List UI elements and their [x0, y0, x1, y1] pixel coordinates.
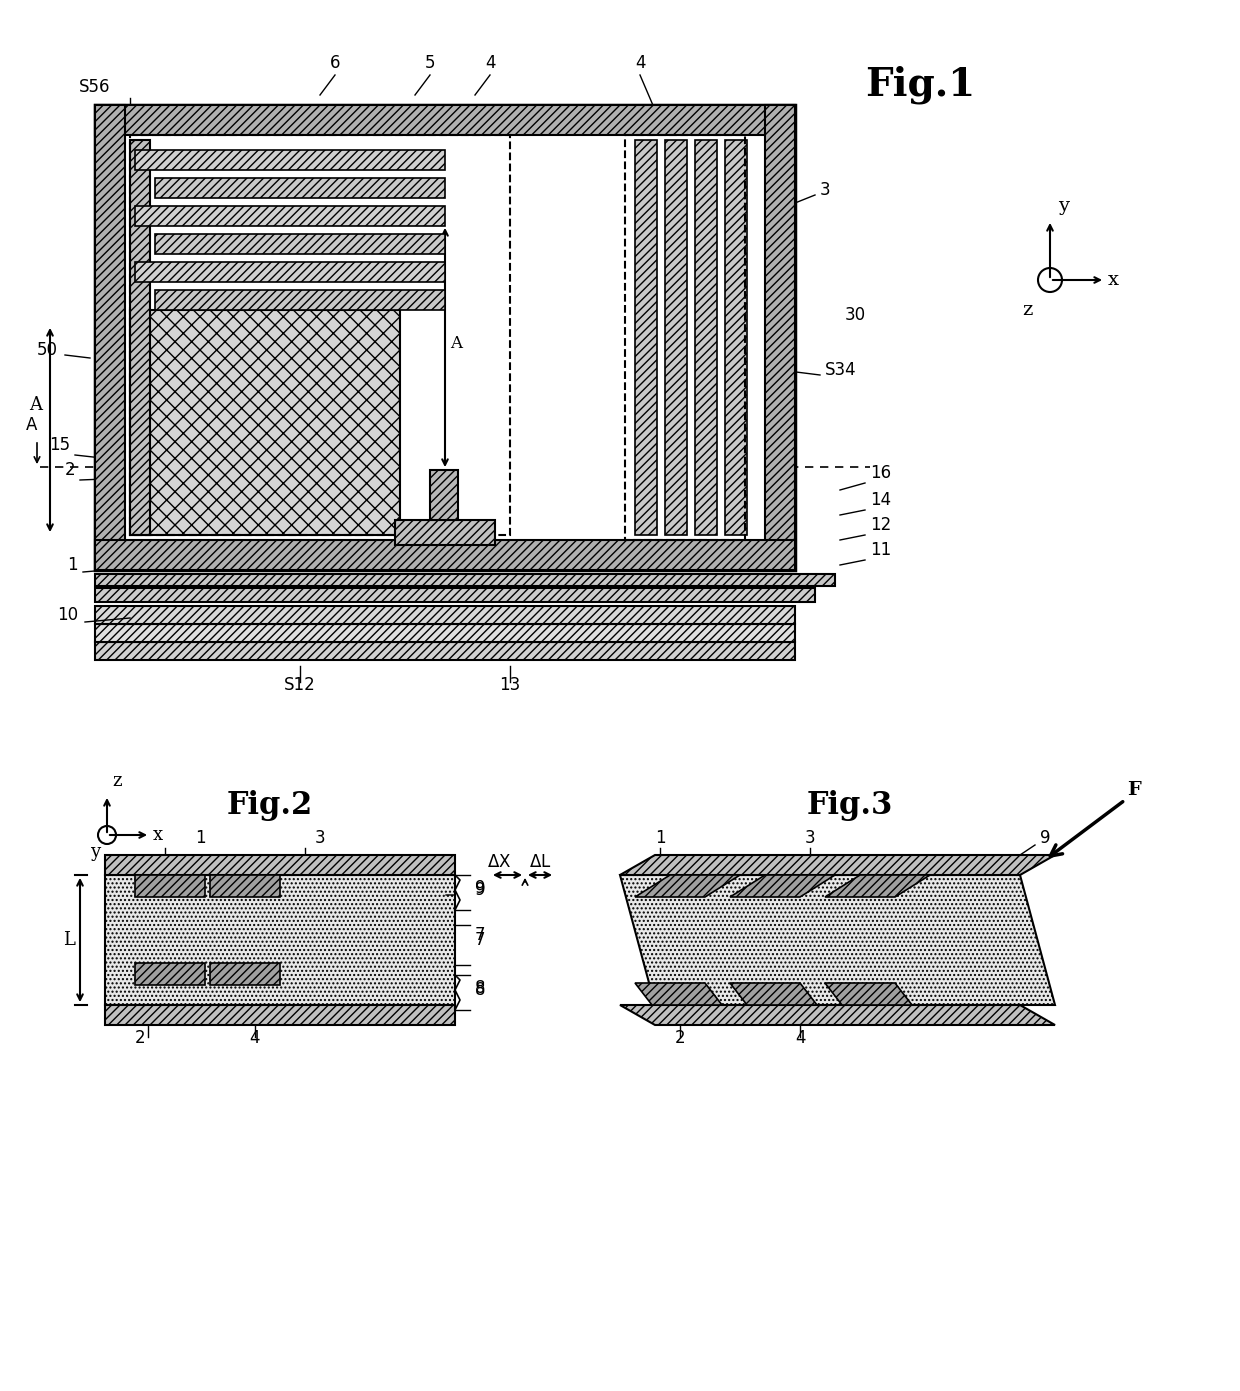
Text: 14: 14	[870, 491, 892, 509]
Text: L: L	[63, 931, 74, 949]
Bar	[95, 104, 125, 570]
Bar	[135, 150, 445, 170]
Polygon shape	[620, 875, 1055, 1006]
Text: 4: 4	[795, 1029, 805, 1047]
Text: A: A	[26, 416, 37, 434]
Bar	[694, 140, 717, 536]
Bar	[95, 625, 795, 643]
Polygon shape	[635, 983, 722, 1006]
Text: 7: 7	[475, 926, 486, 944]
Bar	[135, 963, 205, 985]
Text: Fig.3: Fig.3	[807, 790, 893, 821]
Bar	[725, 140, 746, 536]
Text: $\Delta$X: $\Delta$X	[487, 853, 511, 871]
Text: 50: 50	[37, 341, 58, 359]
Text: 12: 12	[870, 516, 892, 534]
Bar	[130, 140, 150, 536]
Text: 13: 13	[500, 676, 521, 694]
Text: x: x	[153, 826, 164, 844]
Text: $\Delta$L: $\Delta$L	[528, 853, 552, 871]
Text: 5: 5	[425, 54, 435, 72]
Bar	[105, 855, 455, 875]
Bar	[130, 135, 510, 536]
Bar	[105, 1006, 455, 1025]
Bar	[155, 289, 445, 310]
Bar	[135, 262, 445, 282]
Bar	[155, 178, 445, 198]
Polygon shape	[825, 983, 911, 1006]
Text: 9: 9	[1040, 829, 1050, 847]
Text: 3: 3	[805, 829, 816, 847]
Text: 9: 9	[475, 879, 486, 897]
Text: 11: 11	[870, 541, 892, 559]
Polygon shape	[635, 875, 740, 897]
Bar	[625, 135, 745, 540]
Bar	[396, 520, 495, 545]
Text: Fig.2: Fig.2	[227, 790, 314, 821]
Bar	[210, 875, 280, 897]
Text: A: A	[29, 396, 42, 415]
Bar	[105, 875, 455, 1006]
Bar	[665, 140, 687, 536]
Text: 3: 3	[315, 829, 325, 847]
Text: 2: 2	[135, 1029, 145, 1047]
Text: S56: S56	[79, 78, 110, 96]
Bar	[135, 875, 205, 897]
Text: F: F	[1127, 780, 1141, 798]
Text: 2: 2	[675, 1029, 686, 1047]
Text: 15: 15	[48, 435, 69, 453]
Text: y: y	[91, 843, 100, 861]
Text: 4: 4	[635, 54, 645, 72]
Text: 4: 4	[485, 54, 495, 72]
Bar	[135, 206, 445, 225]
Text: S34: S34	[825, 362, 857, 378]
Text: 1: 1	[655, 829, 666, 847]
Text: 16: 16	[870, 465, 892, 483]
Text: 4: 4	[249, 1029, 260, 1047]
Text: 2: 2	[64, 460, 74, 479]
Text: 10: 10	[57, 606, 78, 625]
Text: 1: 1	[67, 556, 78, 574]
Text: 9: 9	[475, 881, 486, 899]
Polygon shape	[730, 983, 817, 1006]
Text: 3: 3	[820, 181, 831, 199]
Bar	[95, 606, 795, 625]
Text: z: z	[1022, 300, 1033, 319]
Text: 8: 8	[475, 981, 486, 999]
Bar	[95, 588, 815, 602]
Text: x: x	[1109, 271, 1118, 289]
Text: 6: 6	[330, 54, 340, 72]
Polygon shape	[620, 1006, 1055, 1025]
Bar	[765, 104, 795, 570]
Bar	[95, 104, 795, 135]
Text: 1: 1	[195, 829, 206, 847]
Text: 8: 8	[475, 979, 486, 997]
Text: 7: 7	[475, 931, 486, 949]
Bar	[95, 574, 835, 586]
Polygon shape	[730, 875, 835, 897]
Text: S12: S12	[284, 676, 316, 694]
Bar	[130, 310, 401, 536]
Text: y: y	[1058, 198, 1069, 216]
Text: z: z	[112, 772, 122, 790]
Bar	[95, 643, 795, 659]
Polygon shape	[825, 875, 930, 897]
Bar	[430, 470, 458, 520]
Bar	[155, 234, 445, 255]
Bar	[210, 963, 280, 985]
Text: Fig.1: Fig.1	[864, 65, 975, 103]
Bar	[635, 140, 657, 536]
Bar	[95, 104, 795, 570]
Text: 30: 30	[844, 306, 866, 324]
Text: A: A	[450, 334, 463, 352]
Bar	[95, 540, 795, 570]
Polygon shape	[620, 855, 1055, 875]
